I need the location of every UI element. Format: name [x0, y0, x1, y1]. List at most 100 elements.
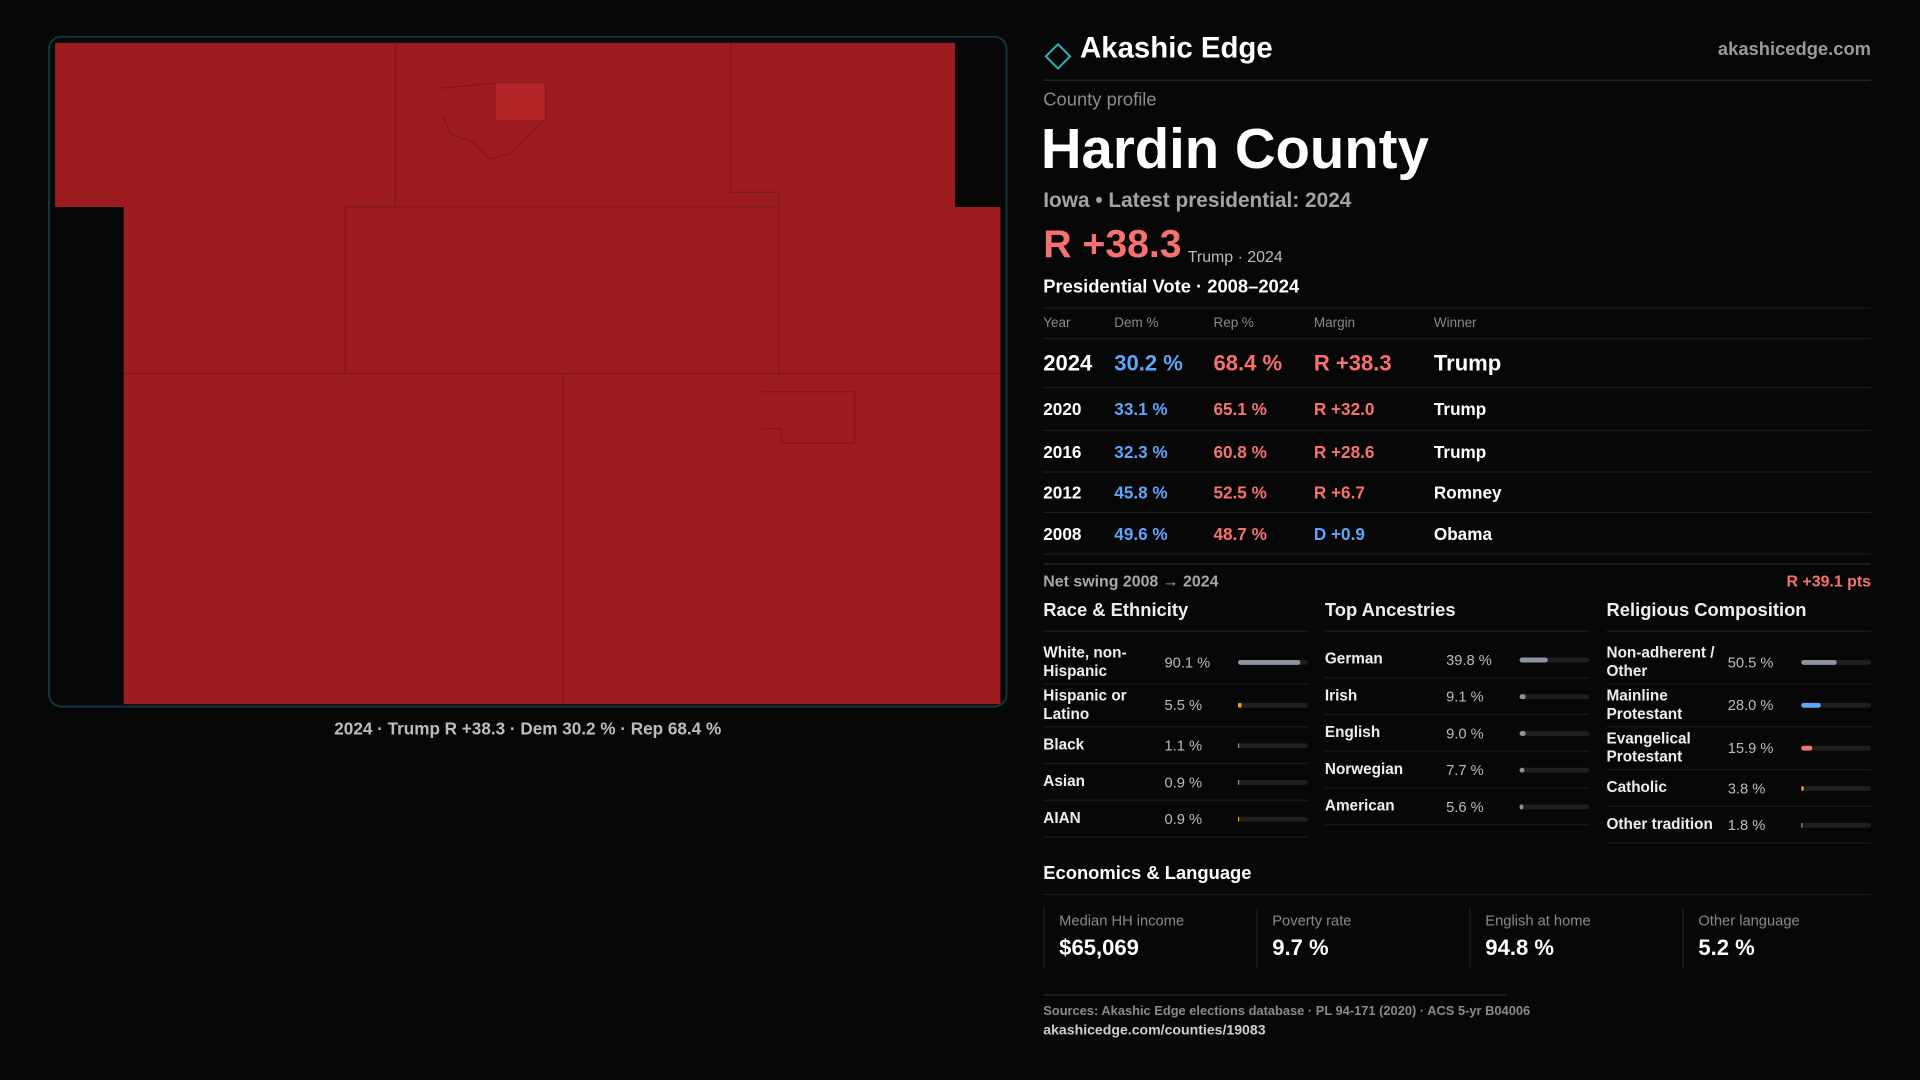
margin-note: Trump · 2024: [1187, 247, 1283, 266]
demo-value: 28.0 %: [1727, 696, 1774, 714]
bar-track: [1519, 767, 1590, 773]
stat: Poverty rate 9.7 %: [1256, 908, 1470, 968]
demo-value: 15.9 %: [1727, 739, 1774, 757]
column-header: Rep %: [1213, 315, 1254, 331]
econ-title: Economics & Language: [1043, 863, 1252, 885]
brand-icon: [1044, 42, 1072, 70]
stat: English at home 94.8 %: [1469, 908, 1683, 968]
stat-value: 9.7 %: [1272, 935, 1329, 960]
demo-label: AIAN: [1043, 809, 1081, 827]
bar-track: [1801, 745, 1872, 751]
demo-label: Catholic: [1606, 778, 1667, 796]
bar: [1519, 693, 1526, 699]
vote-cell: 45.8 %: [1114, 482, 1168, 503]
demo-value: 90.1 %: [1164, 653, 1211, 672]
bar-track: [1801, 702, 1872, 708]
demo-item: Hispanic or Latino 5.5 %: [1043, 684, 1308, 728]
demo-label: Evangelical Protestant: [1606, 729, 1691, 766]
vote-cell: 65.1 %: [1213, 399, 1267, 419]
demo-item: Black 1.1 %: [1043, 727, 1308, 765]
bar-track: [1237, 660, 1308, 665]
bar-track: [1801, 660, 1872, 665]
bar-track: [1519, 656, 1590, 662]
vote-cell: 60.8 %: [1213, 441, 1267, 462]
column-header: Dem %: [1114, 315, 1159, 331]
stat-value: 5.2 %: [1698, 935, 1755, 960]
vote-cell: 33.1 %: [1114, 399, 1168, 419]
bar: [1519, 803, 1524, 809]
demo-label: Asian: [1043, 772, 1085, 790]
demo-label: White, non-Hispanic: [1043, 644, 1127, 680]
demo-item: Irish 9.1 %: [1324, 678, 1590, 716]
vote-cell: 2012: [1043, 482, 1082, 503]
demo-value: 3.8 %: [1727, 779, 1766, 797]
vote-cell: 49.6 %: [1114, 523, 1168, 544]
bar: [1237, 816, 1240, 822]
bar-track: [1519, 693, 1590, 699]
vote-title: Presidential Vote · 2008–2024: [1043, 276, 1300, 298]
vote-cell: 32.3 %: [1114, 441, 1168, 462]
bar: [1801, 660, 1837, 665]
vote-cell: R +38.3: [1313, 350, 1392, 375]
demo-label: English: [1324, 723, 1381, 741]
column-header: Margin: [1313, 315, 1356, 331]
demo-column: Race & Ethnicity White, non-Hispanic 90.1 …: [1043, 600, 1308, 838]
divider: [1043, 307, 1872, 309]
bar: [1237, 702, 1242, 708]
demo-column: Top Ancestries German 39.8 % Irish 9.1 % Engl…: [1324, 600, 1590, 826]
bar-track: [1237, 779, 1308, 785]
bar: [1519, 767, 1525, 773]
bar: [1801, 745, 1813, 751]
vote-cell: 52.5 %: [1213, 482, 1267, 503]
headline-margin: R +38.3: [1043, 221, 1182, 266]
subtitle: Iowa • Latest presidential: 2024: [1043, 188, 1352, 212]
demo-value: 50.5 %: [1727, 653, 1774, 672]
township-lines: [123, 42, 1001, 705]
demo-item: German 39.8 %: [1324, 642, 1590, 679]
demo-item: Asian 0.9 %: [1043, 764, 1308, 801]
bar: [1237, 779, 1240, 785]
demo-item: Non-adherent / Other 50.5 %: [1606, 642, 1872, 685]
vote-cell: R +32.0: [1313, 399, 1375, 419]
stat-label: Poverty rate: [1272, 912, 1352, 930]
vote-cell: 68.4 %: [1213, 350, 1283, 375]
vote-cell: Obama: [1433, 523, 1493, 544]
url[interactable]: akashicedge.com/counties/19083: [1043, 1023, 1266, 1039]
vote-row: 2020 33.1 % 65.1 % R +32.0 Trump: [1043, 388, 1872, 432]
divider: [1043, 893, 1872, 896]
demo-title: Religious Composition: [1606, 600, 1872, 632]
column-header: Year: [1043, 315, 1071, 331]
divider: [1043, 79, 1872, 81]
demo-value: 5.5 %: [1164, 696, 1203, 714]
demo-title: Race & Ethnicity: [1043, 600, 1308, 632]
bar-track: [1801, 822, 1872, 828]
demo-value: 5.6 %: [1446, 797, 1484, 815]
county-map: 2024 · Trump R +38.3 · Dem 30.2 % · Rep …: [48, 35, 1008, 739]
vote-cell: Trump: [1433, 350, 1502, 375]
vote-cell: 2020: [1043, 399, 1082, 419]
vote-row: 2016 32.3 % 60.8 % R +28.6 Trump: [1043, 431, 1872, 473]
stat-label: English at home: [1485, 912, 1591, 930]
vote-cell: 48.7 %: [1213, 523, 1267, 544]
site[interactable]: akashicedge.com: [1717, 39, 1872, 60]
demo-title: Top Ancestries: [1324, 600, 1590, 632]
vote-row: 2012 45.8 % 52.5 % R +6.7 Romney: [1043, 473, 1872, 514]
demo-value: 9.1 %: [1446, 687, 1484, 705]
demo-label: German: [1324, 650, 1383, 668]
vote-cell: D +0.9: [1313, 523, 1365, 544]
demo-item: English 9.0 %: [1324, 715, 1590, 752]
stat-label: Other language: [1698, 912, 1800, 930]
demo-item: Other tradition 1.8 %: [1606, 807, 1872, 844]
table-header: Year Dem % Rep % Margin Winner: [1043, 309, 1872, 340]
demo-value: 39.8 %: [1446, 650, 1492, 668]
swing-value: R +39.1 pts: [1786, 571, 1872, 591]
demo-item: American 5.6 %: [1324, 789, 1590, 826]
vote-cell: R +6.7: [1313, 482, 1365, 503]
demo-label: Non-adherent / Other: [1606, 644, 1715, 680]
vote-row: 2008 49.6 % 48.7 % D +0.9 Obama: [1043, 513, 1872, 555]
demo-label: Hispanic or Latino: [1043, 686, 1127, 723]
bar-track: [1519, 730, 1590, 736]
vote-cell: 2024: [1043, 350, 1093, 375]
